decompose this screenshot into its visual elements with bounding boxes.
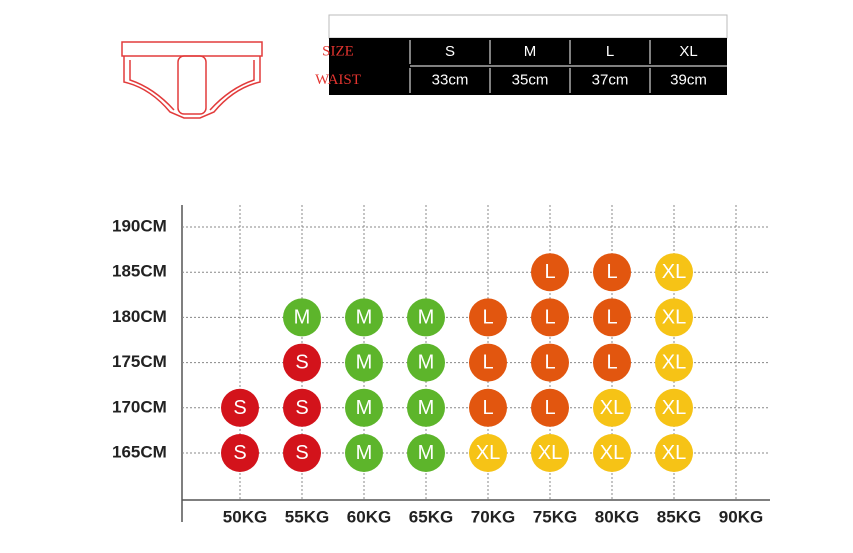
size-dot [593, 434, 631, 472]
height-label: 180CM [112, 307, 167, 326]
size-dot [531, 253, 569, 292]
size-letter: XL [662, 261, 686, 283]
table-cell: S [445, 43, 455, 60]
underwear-drawing [121, 41, 263, 119]
size-letter: S [295, 352, 308, 374]
size-dot [593, 298, 631, 337]
size-letter: XL [662, 352, 686, 374]
table-cell: 33cm [432, 71, 469, 88]
table-cell: M [524, 43, 537, 60]
size-dot [531, 298, 569, 337]
size-dot [283, 298, 321, 337]
weight-label: 75KG [533, 507, 577, 526]
size-letter: L [606, 306, 617, 328]
weight-label: 85KG [657, 507, 701, 526]
size-letter: XL [538, 442, 562, 464]
size-letter: L [544, 397, 555, 419]
size-letter: M [356, 352, 373, 374]
weight-label: 70KG [471, 507, 515, 526]
size-dot [531, 388, 569, 427]
size-dot [655, 343, 693, 382]
table-cell: XL [679, 43, 697, 60]
table-cell: 39cm [670, 71, 707, 88]
size-letter: M [356, 306, 373, 328]
size-dot [345, 434, 383, 472]
weight-label: 90KG [719, 507, 763, 526]
size-dot [531, 434, 569, 472]
size-letter: M [418, 397, 435, 419]
size-dot [469, 388, 507, 427]
table-top [328, 14, 728, 39]
size-letter: L [606, 352, 617, 374]
size-dot [407, 434, 445, 472]
weight-label: 55KG [285, 507, 329, 526]
size-letter: M [418, 306, 435, 328]
size-letter: S [295, 397, 308, 419]
size-dot [593, 253, 631, 292]
size-dot [593, 343, 631, 382]
row-label: SIZE [322, 43, 354, 59]
table-cell: 37cm [592, 71, 629, 88]
size-letter: S [295, 442, 308, 464]
size-letter: L [606, 261, 617, 283]
size-dot [283, 388, 321, 427]
table-cell: 35cm [512, 71, 549, 88]
size-dot [221, 434, 259, 472]
size-dot [469, 343, 507, 382]
size-letter: S [233, 397, 246, 419]
size-dot [655, 298, 693, 337]
size-dot [655, 434, 693, 472]
size-letter: L [482, 352, 493, 374]
height-label: 170CM [112, 397, 167, 416]
size-dot [283, 343, 321, 382]
size-dot [655, 253, 693, 292]
size-letter: L [482, 397, 493, 419]
height-label: 185CM [112, 262, 167, 281]
weight-label: 50KG [223, 507, 267, 526]
size-dot [593, 388, 631, 427]
size-dot [407, 343, 445, 382]
size-dot [469, 298, 507, 337]
weight-label: 65KG [409, 507, 453, 526]
size-dot [655, 388, 693, 427]
size-dot [345, 298, 383, 337]
size-letter: XL [600, 442, 624, 464]
size-letter: L [544, 261, 555, 283]
size-dot [345, 343, 383, 382]
size-letter: L [544, 306, 555, 328]
size-letter: XL [662, 442, 686, 464]
size-letter: XL [600, 397, 624, 419]
size-letter: M [418, 352, 435, 374]
size-dot [407, 388, 445, 427]
size-letter: S [233, 442, 246, 464]
weight-label: 60KG [347, 507, 391, 526]
height-label: 175CM [112, 352, 167, 371]
size-letter: M [418, 442, 435, 464]
size-dot [221, 388, 259, 427]
size-letter: M [356, 442, 373, 464]
size-letter: XL [662, 397, 686, 419]
size-letter: M [356, 397, 373, 419]
height-label: 190CM [112, 216, 167, 235]
row-label: WAIST [315, 72, 361, 88]
size-letter: M [294, 306, 311, 328]
size-letter: L [544, 352, 555, 374]
height-label: 165CM [112, 442, 167, 461]
table-cell: L [606, 43, 614, 60]
size-dot [407, 298, 445, 337]
size-dot [531, 343, 569, 382]
weight-label: 80KG [595, 507, 639, 526]
size-dot [283, 434, 321, 472]
size-dot [469, 434, 507, 472]
size-letter: L [482, 306, 493, 328]
size-letter: XL [476, 442, 500, 464]
size-letter: XL [662, 306, 686, 328]
size-dot [345, 388, 383, 427]
